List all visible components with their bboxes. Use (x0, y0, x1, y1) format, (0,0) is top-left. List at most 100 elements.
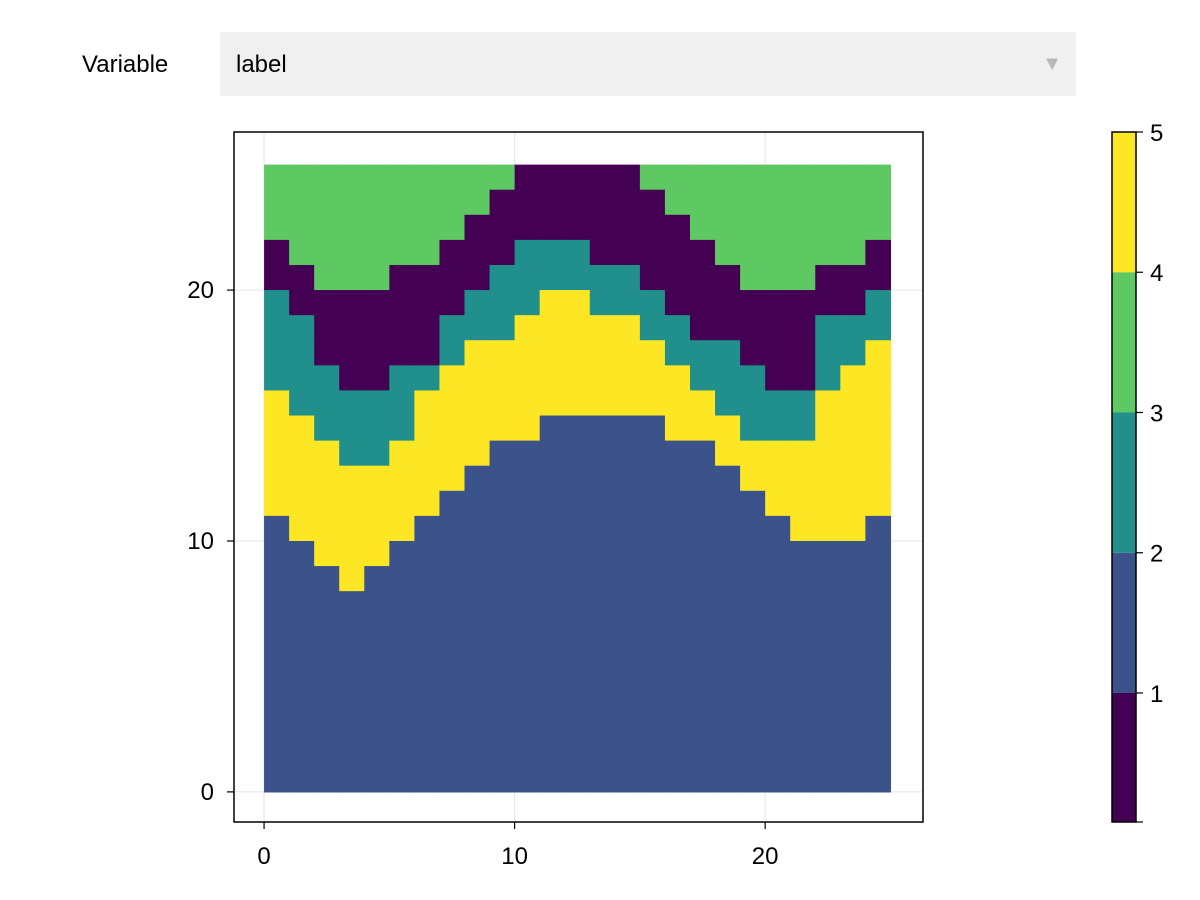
heatmap-cell (539, 641, 566, 668)
heatmap-cell (264, 290, 290, 316)
heatmap-cell (489, 515, 516, 542)
heatmap-cell (439, 189, 466, 216)
heatmap-cell (264, 591, 290, 617)
heatmap-cell (815, 189, 841, 216)
heatmap-cell (840, 540, 866, 567)
heatmap-cell (715, 490, 741, 517)
heatmap-cell (865, 616, 892, 642)
heatmap-cell (740, 290, 766, 316)
heatmap-cell (289, 365, 315, 392)
heatmap-cell (464, 616, 491, 642)
heatmap-cell (289, 616, 315, 642)
heatmap-cell (664, 616, 691, 642)
heatmap-cell (414, 214, 441, 241)
heatmap-cell (439, 490, 466, 517)
heatmap-cell (840, 214, 866, 241)
heatmap-cell (765, 540, 791, 567)
variable-label: Variable (82, 51, 169, 78)
heatmap-cell (314, 264, 340, 291)
heatmap-cell (865, 415, 892, 442)
heatmap-cell (589, 566, 616, 592)
heatmap-cell (765, 264, 791, 291)
heatmap-cell (289, 515, 315, 542)
heatmap-cell (715, 214, 741, 241)
heatmap-cell (314, 290, 340, 316)
heatmap-cell (339, 390, 365, 417)
heatmap-cell (389, 616, 415, 642)
heatmap-cell (364, 214, 390, 241)
heatmap-cell (689, 415, 716, 442)
heatmap-cell (564, 766, 591, 793)
heatmap-cell (790, 666, 816, 693)
heatmap-cell (264, 164, 290, 191)
heatmap-cell (389, 566, 415, 592)
colorbar-tick-label: 3 (1150, 400, 1163, 427)
heatmap-cell (790, 415, 816, 442)
heatmap-cell (539, 566, 566, 592)
heatmap-cell (639, 340, 666, 366)
heatmap-cell (664, 189, 691, 216)
heatmap-cell (589, 691, 616, 718)
heatmap-cell (740, 766, 766, 793)
heatmap-cell (464, 465, 491, 492)
heatmap-cell (564, 490, 591, 517)
heatmap-cell (264, 540, 290, 567)
dropdown-selected-value: label (236, 51, 287, 78)
heatmap-cell (289, 766, 315, 793)
heatmap-cell (364, 566, 390, 592)
heatmap-cell (740, 465, 766, 492)
triangle-down-icon[interactable]: ▼ (1042, 53, 1062, 75)
heatmap-cell (840, 616, 866, 642)
heatmap-cell (339, 566, 365, 592)
heatmap-cell (715, 566, 741, 592)
heatmap-cell (765, 691, 791, 718)
heatmap-cell (664, 440, 691, 467)
x-tick-label: 0 (257, 843, 270, 870)
heatmap-cell (840, 666, 866, 693)
heatmap-cell (414, 340, 441, 366)
heatmap-cell (464, 691, 491, 718)
heatmap-cell (414, 189, 441, 216)
heatmap-cell (314, 616, 340, 642)
heatmap-cell (364, 490, 390, 517)
heatmap-cell (364, 440, 390, 467)
heatmap-cell (339, 540, 365, 567)
heatmap-cell (364, 540, 390, 567)
heatmap-cell (740, 415, 766, 442)
variable-dropdown[interactable]: label ▼ (220, 32, 1076, 96)
heatmap-cell (715, 239, 741, 266)
heatmap-cell (865, 766, 892, 793)
heatmap-cell (514, 566, 541, 592)
heatmap-cell (289, 214, 315, 241)
heatmap-cell (289, 540, 315, 567)
heatmap-cell (865, 315, 892, 341)
heatmap-cell (289, 691, 315, 718)
heatmap-cell (264, 415, 290, 442)
heatmap-cell (689, 766, 716, 793)
heatmap-cell (389, 264, 415, 291)
heatmap-cell (790, 440, 816, 467)
heatmap-cell (790, 741, 816, 768)
heatmap-cell (289, 490, 315, 517)
heatmap-cell (439, 365, 466, 392)
heatmap-cell (689, 616, 716, 642)
heatmap-cell (614, 741, 641, 768)
heatmap-cell (539, 189, 566, 216)
heatmap-cell (689, 440, 716, 467)
heatmap-cell (389, 465, 415, 492)
heatmap-cell (689, 315, 716, 341)
heatmap-cell (389, 365, 415, 392)
heatmap-cell (865, 214, 892, 241)
heatmap-cell (790, 691, 816, 718)
heatmap-cell (514, 264, 541, 291)
heatmap-cell (740, 741, 766, 768)
heatmap-cell (639, 465, 666, 492)
heatmap-cell (364, 666, 390, 693)
heatmap-cell (339, 290, 365, 316)
heatmap-cell (439, 390, 466, 417)
heatmap-cell (715, 340, 741, 366)
heatmap-cell (314, 214, 340, 241)
heatmap-cell (790, 490, 816, 517)
heatmap-cell (414, 440, 441, 467)
heatmap-cell (614, 490, 641, 517)
